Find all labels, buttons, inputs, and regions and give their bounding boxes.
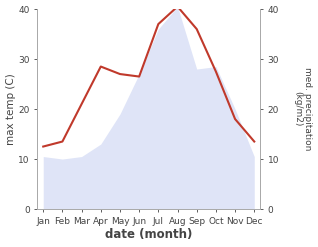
Y-axis label: med. precipitation
(kg/m2): med. precipitation (kg/m2) <box>293 67 313 151</box>
Y-axis label: max temp (C): max temp (C) <box>5 73 16 145</box>
X-axis label: date (month): date (month) <box>105 228 192 242</box>
